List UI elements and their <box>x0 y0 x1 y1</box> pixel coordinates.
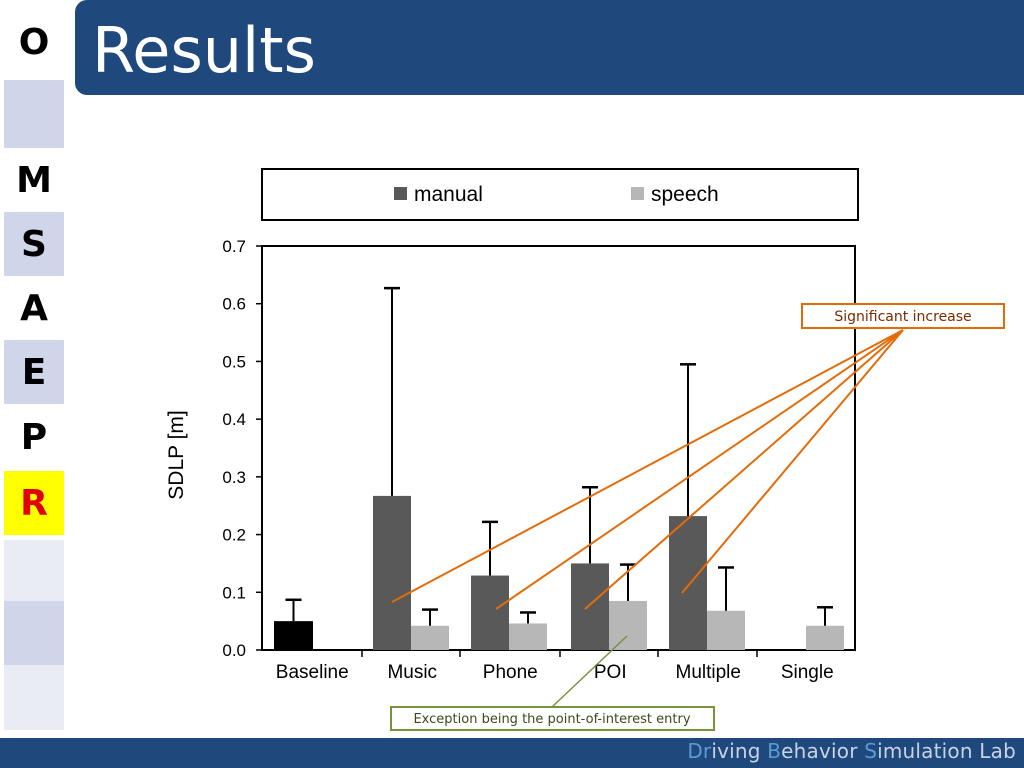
bar-speech-music <box>411 625 449 650</box>
annotation-line-increase <box>391 329 904 603</box>
plot-area-frame <box>261 245 856 651</box>
bar-speech-single <box>806 625 844 650</box>
annotation-line-increase <box>584 329 904 610</box>
legend-label-manual: manual <box>414 183 483 206</box>
y-axis-label: SDLP [m] <box>165 410 188 499</box>
y-tick-label: 0.0 <box>222 641 246 660</box>
sidebar-item-blank-9 <box>4 601 64 665</box>
annotation-exception: Exception being the point-of-interest en… <box>413 712 690 727</box>
footer-bar: Driving Behavior Simulation Lab <box>0 738 1024 768</box>
legend-label-speech: speech <box>651 183 719 206</box>
sidebar-item-blank-1 <box>4 80 64 148</box>
x-tick-label-multiple: Multiple <box>676 662 741 683</box>
sdlp-bar-chart: manual speech 0.0 0.1 0.2 0.3 0.4 0.5 0.6 0.7 B… <box>165 168 1005 731</box>
sidebar-item-p: P <box>4 404 64 471</box>
bar-manual-music <box>373 495 411 650</box>
x-tick-label-phone: Phone <box>483 662 538 683</box>
y-tick-label: 0.4 <box>222 410 246 429</box>
y-tick-label: 0.6 <box>222 295 246 314</box>
sidebar-item-blank-10 <box>4 665 64 730</box>
annotation-line-increase <box>495 329 904 610</box>
bar-manual-multiple <box>669 516 707 650</box>
annotation-box-increase <box>801 303 1005 329</box>
footer-lab-name: Driving Behavior Simulation Lab <box>687 739 1016 763</box>
title-bar <box>75 0 1024 95</box>
sidebar-item-o: O <box>4 4 64 80</box>
sidebar-item-e: E <box>4 340 64 404</box>
bar-baseline <box>274 621 313 650</box>
y-tick-label: 0.1 <box>222 583 246 602</box>
bar-manual-phone <box>471 575 509 650</box>
x-tick-label-poi: POI <box>594 662 627 683</box>
sidebar-item-m: M <box>4 148 64 212</box>
sidebar-item-blank-8 <box>4 540 64 601</box>
bar-speech-poi <box>609 600 647 650</box>
annotation-line-exception <box>551 635 628 708</box>
sidebar-item-r: R <box>4 471 64 535</box>
slide-title: Results <box>92 14 316 87</box>
y-tick-label: 0.3 <box>222 468 246 487</box>
bar-manual-poi <box>571 563 609 650</box>
y-tick-label: 0.7 <box>222 237 246 256</box>
annotation-box-exception <box>390 706 715 731</box>
legend-swatch-speech <box>631 187 644 200</box>
annotation-increase: Significant increase <box>834 309 971 325</box>
legend-box <box>261 168 859 221</box>
sidebar-item-a: A <box>4 276 64 340</box>
annotation-line-increase <box>681 329 904 594</box>
bar-speech-phone <box>509 623 547 650</box>
sidebar-item-s: S <box>4 212 64 276</box>
x-tick-label-single: Single <box>781 662 834 683</box>
bar-speech-multiple <box>707 610 745 650</box>
legend-swatch-manual <box>394 187 407 200</box>
y-tick-label: 0.2 <box>222 526 246 545</box>
x-tick-label-music: Music <box>387 662 437 683</box>
x-tick-label-baseline: Baseline <box>276 662 349 683</box>
y-tick-label: 0.5 <box>222 352 246 371</box>
